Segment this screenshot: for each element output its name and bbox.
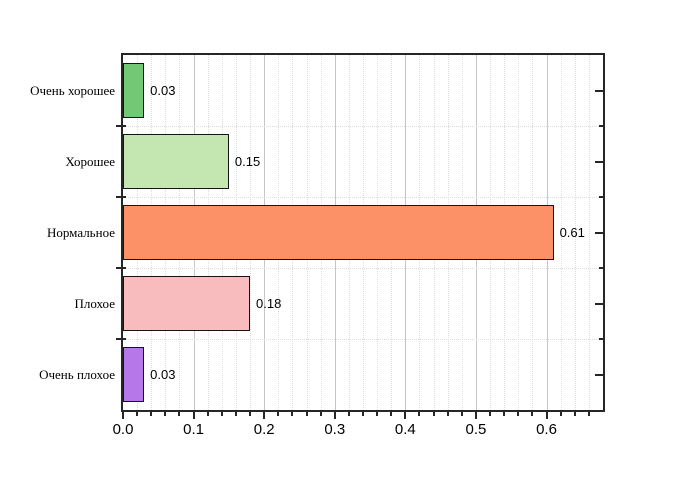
x-axis-minor-tick: [489, 412, 492, 416]
bar-1: [123, 63, 145, 118]
x-axis-major-tick: [333, 412, 336, 419]
right-axis-minor-tick: [599, 267, 603, 269]
x-axis-minor-tick: [347, 412, 350, 416]
x-axis-major-tick: [474, 412, 477, 419]
gridline-band-boundary: [123, 268, 603, 269]
x-axis-minor-tick: [220, 412, 223, 416]
right-axis-major-tick: [595, 89, 603, 92]
x-axis-minor-tick: [418, 412, 421, 416]
x-axis-minor-tick: [362, 412, 364, 416]
x-axis-minor-tick: [432, 412, 435, 416]
x-axis-minor-tick: [531, 412, 534, 416]
x-axis-minor-tick: [150, 412, 153, 416]
x-axis-minor-tick: [319, 412, 322, 416]
left-axis-tick: [116, 196, 126, 198]
x-axis-minor-tick: [573, 412, 576, 416]
value-label: 0.03: [150, 366, 176, 382]
x-axis-minor-tick: [305, 412, 308, 416]
right-axis-minor-tick: [599, 196, 603, 198]
gridline-minor-vertical: [574, 55, 576, 410]
bar-3: [123, 205, 554, 260]
x-axis-minor-tick: [249, 412, 252, 416]
tick-layer: [116, 55, 603, 419]
value-label: 0.15: [234, 153, 261, 169]
right-axis-major-tick: [595, 231, 603, 234]
value-label: 0.03: [150, 82, 176, 98]
category-label: Хорошее: [65, 153, 115, 169]
x-tick-label: 0.1: [183, 421, 205, 438]
bar-4: [123, 276, 251, 331]
x-axis-minor-tick: [460, 412, 463, 416]
x-axis-minor-tick: [164, 412, 167, 416]
x-tick-label: 0.2: [253, 421, 275, 438]
x-axis-minor-tick: [587, 412, 590, 416]
x-tick-label: 0.5: [465, 421, 487, 438]
x-axis-major-tick: [404, 412, 407, 419]
plot-area: 0.03 0.15 0.61 0.18 0.03 Очень хорошее Хороше…: [30, 53, 605, 439]
x-tick-label: 0.4: [394, 421, 416, 438]
x-tick-label: 0.3: [324, 421, 346, 438]
category-label: Плохое: [74, 295, 116, 311]
x-axis-minor-tick: [503, 412, 506, 416]
x-axis-major-tick: [192, 412, 195, 419]
right-axis-major-tick: [595, 160, 603, 163]
value-label: 0.61: [559, 224, 585, 240]
x-axis-minor-tick: [390, 412, 393, 416]
right-axis-major-tick: [595, 302, 603, 305]
gridline-band-boundary: [123, 197, 603, 198]
category-label: Очень хорошее: [30, 82, 115, 98]
x-axis-minor-tick: [376, 412, 379, 416]
x-axis-major-tick: [122, 412, 124, 419]
bar-2: [123, 134, 229, 189]
left-axis-tick: [116, 125, 126, 127]
x-axis-minor-tick: [559, 412, 562, 416]
x-axis-major-tick: [545, 412, 548, 419]
gridline-band-boundary: [123, 339, 603, 340]
left-axis-tick: [116, 338, 126, 340]
category-label: Нормальное: [46, 224, 115, 240]
gridline-band-boundary: [123, 126, 603, 127]
value-label: 0.18: [256, 295, 282, 311]
x-axis-minor-tick: [291, 412, 294, 416]
left-axis-tick: [116, 267, 126, 269]
right-axis-minor-tick: [599, 125, 603, 127]
right-axis-minor-tick: [599, 338, 603, 340]
axis-label-layer: Очень хорошее Хорошее Нормальное Плохое Очен…: [30, 55, 603, 439]
x-tick-label: 0.0: [112, 421, 134, 438]
x-axis-major-tick: [263, 412, 266, 419]
x-axis-minor-tick: [517, 412, 520, 416]
x-axis-minor-tick: [277, 412, 280, 416]
bar-5: [123, 347, 145, 402]
gridline-minor-vertical: [560, 55, 562, 410]
right-axis-major-tick: [595, 373, 603, 376]
x-tick-label: 0.6: [536, 421, 557, 438]
bar-layer: 0.03 0.15 0.61 0.18 0.03: [123, 55, 603, 410]
x-axis-minor-tick: [136, 412, 139, 416]
x-axis-minor-tick: [178, 412, 181, 416]
x-axis-minor-tick: [446, 412, 449, 416]
gridline-minor-vertical: [588, 55, 590, 410]
x-axis-minor-tick: [234, 412, 237, 416]
x-axis-minor-tick: [206, 412, 209, 416]
category-label: Очень плохое: [39, 366, 115, 382]
